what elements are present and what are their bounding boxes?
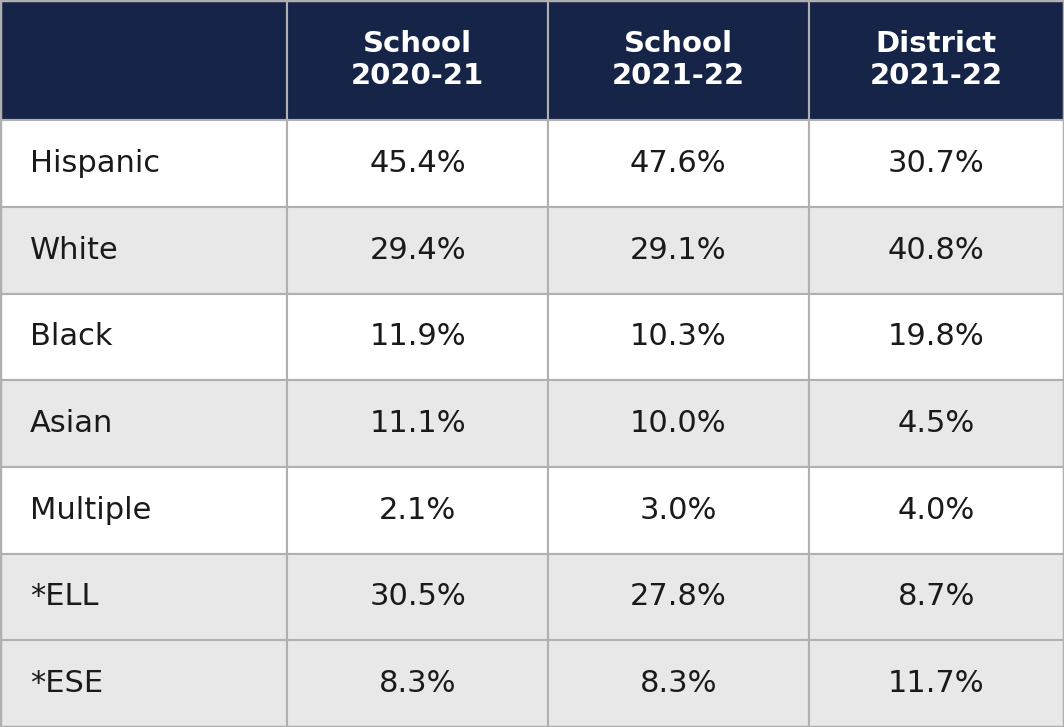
Bar — [548, 207, 809, 294]
Text: 40.8%: 40.8% — [888, 236, 984, 265]
Bar — [0, 640, 287, 727]
Text: Black: Black — [30, 322, 113, 351]
Text: 4.0%: 4.0% — [898, 496, 975, 525]
Text: 8.3%: 8.3% — [379, 669, 456, 698]
Text: Asian: Asian — [30, 409, 113, 438]
Bar — [548, 0, 809, 120]
Bar — [809, 640, 1064, 727]
Bar — [0, 294, 287, 380]
Text: *ESE: *ESE — [30, 669, 103, 698]
Bar — [809, 207, 1064, 294]
Text: 19.8%: 19.8% — [888, 322, 984, 351]
Bar — [809, 0, 1064, 120]
Bar — [809, 554, 1064, 640]
Text: School: School — [363, 30, 472, 58]
Text: *ELL: *ELL — [30, 582, 98, 611]
Text: 47.6%: 47.6% — [630, 149, 727, 178]
Bar — [809, 120, 1064, 207]
Text: 11.9%: 11.9% — [369, 322, 466, 351]
Text: 3.0%: 3.0% — [639, 496, 717, 525]
Bar — [0, 0, 287, 120]
Bar — [548, 554, 809, 640]
Text: District: District — [876, 30, 997, 58]
Bar — [548, 120, 809, 207]
Text: 8.7%: 8.7% — [898, 582, 975, 611]
Bar — [287, 0, 548, 120]
Text: 29.4%: 29.4% — [369, 236, 466, 265]
Bar — [809, 467, 1064, 554]
Text: Hispanic: Hispanic — [30, 149, 160, 178]
Bar — [0, 207, 287, 294]
Bar — [287, 640, 548, 727]
Text: 10.0%: 10.0% — [630, 409, 727, 438]
Text: Multiple: Multiple — [30, 496, 151, 525]
Bar — [287, 120, 548, 207]
Text: White: White — [30, 236, 118, 265]
Text: 2021-22: 2021-22 — [612, 62, 745, 90]
Bar — [548, 294, 809, 380]
Bar — [287, 207, 548, 294]
Bar — [0, 380, 287, 467]
Text: 2020-21: 2020-21 — [351, 62, 484, 90]
Bar — [548, 380, 809, 467]
Bar — [548, 640, 809, 727]
Text: 45.4%: 45.4% — [369, 149, 466, 178]
Bar — [809, 380, 1064, 467]
Bar — [287, 380, 548, 467]
Text: 2.1%: 2.1% — [379, 496, 456, 525]
Text: School: School — [624, 30, 733, 58]
Text: 27.8%: 27.8% — [630, 582, 727, 611]
Bar — [809, 294, 1064, 380]
Text: 4.5%: 4.5% — [898, 409, 975, 438]
Text: 29.1%: 29.1% — [630, 236, 727, 265]
Text: 8.3%: 8.3% — [639, 669, 717, 698]
Text: 11.7%: 11.7% — [888, 669, 984, 698]
Bar — [0, 120, 287, 207]
Text: 2021-22: 2021-22 — [869, 62, 1003, 90]
Bar — [287, 467, 548, 554]
Bar — [548, 467, 809, 554]
Text: 10.3%: 10.3% — [630, 322, 727, 351]
Bar — [287, 294, 548, 380]
Text: 30.5%: 30.5% — [369, 582, 466, 611]
Bar — [0, 554, 287, 640]
Text: 11.1%: 11.1% — [369, 409, 466, 438]
Bar — [0, 467, 287, 554]
Text: 30.7%: 30.7% — [888, 149, 984, 178]
Bar — [287, 554, 548, 640]
